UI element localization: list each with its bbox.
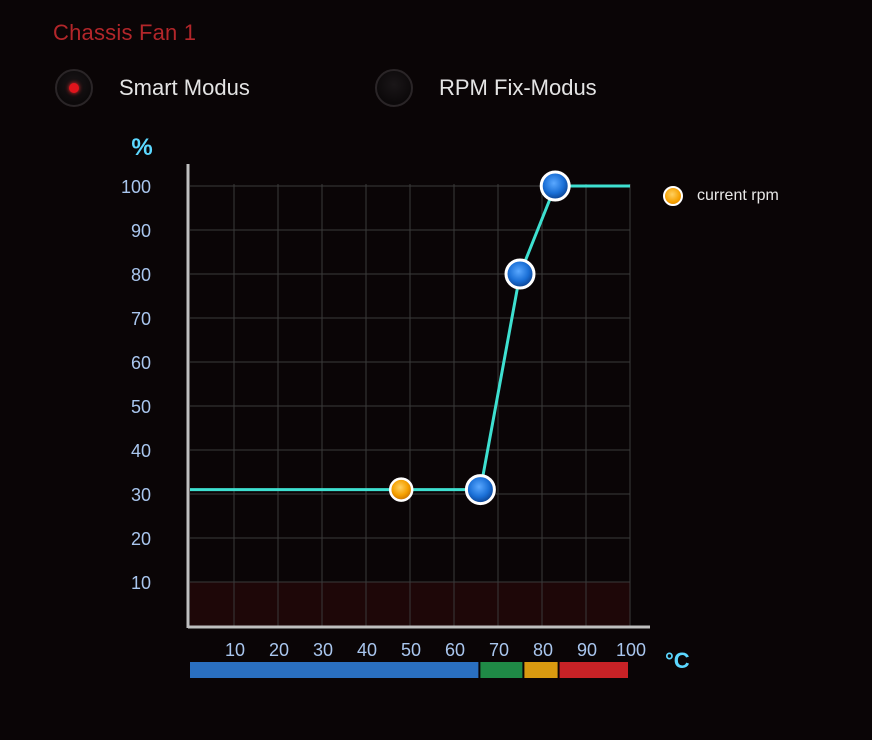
y-tick-label: 80 — [131, 265, 151, 285]
curve-control-point-handle[interactable] — [539, 170, 571, 202]
legend: current rpm — [663, 186, 779, 206]
x-tick-label: 90 — [577, 640, 597, 660]
current-rpm-marker — [388, 477, 414, 502]
orange-dot-icon — [663, 186, 683, 206]
x-tick-label: 60 — [445, 640, 465, 660]
x-tick-label: 10 — [225, 640, 245, 660]
x-tick-label: 20 — [269, 640, 289, 660]
y-tick-label: 20 — [131, 529, 151, 549]
curve-control-point-handle[interactable] — [504, 258, 536, 290]
curve-control-point-handle[interactable] — [464, 474, 496, 506]
y-tick-label: 30 — [131, 485, 151, 505]
x-tick-label: 50 — [401, 640, 421, 660]
x-tick-label: 80 — [533, 640, 553, 660]
y-tick-label: 40 — [131, 441, 151, 461]
page-title: Chassis Fan 1 — [53, 20, 197, 45]
rpm-fix-mode-label: RPM Fix-Modus — [439, 75, 597, 100]
y-tick-label: 10 — [131, 573, 151, 593]
temperature-zone-segment — [480, 662, 523, 678]
x-tick-label: 40 — [357, 640, 377, 660]
smart-mode-option[interactable]: Smart Modus — [55, 68, 250, 108]
x-tick-label: 100 — [616, 640, 646, 660]
x-tick-label: 70 — [489, 640, 509, 660]
y-tick-label: 90 — [131, 221, 151, 241]
x-axis-unit-label: °C — [665, 648, 690, 673]
radio-selected-dot-icon — [69, 83, 79, 93]
rpm-fix-mode-option[interactable]: RPM Fix-Modus — [375, 68, 597, 108]
y-tick-label: 100 — [121, 177, 151, 197]
legend-label: current rpm — [697, 187, 779, 204]
y-tick-label: 50 — [131, 397, 151, 417]
rpm-fix-mode-radio[interactable] — [375, 69, 413, 107]
y-axis-unit-label: % — [131, 134, 152, 161]
temperature-zone-segment — [524, 662, 558, 678]
temperature-zone-segment — [559, 662, 628, 678]
x-tick-label: 30 — [313, 640, 333, 660]
y-tick-label: 60 — [131, 353, 151, 373]
y-tick-label: 70 — [131, 309, 151, 329]
smart-mode-radio[interactable] — [55, 69, 93, 107]
smart-mode-label: Smart Modus — [119, 75, 250, 100]
temperature-zone-segment — [190, 662, 479, 678]
